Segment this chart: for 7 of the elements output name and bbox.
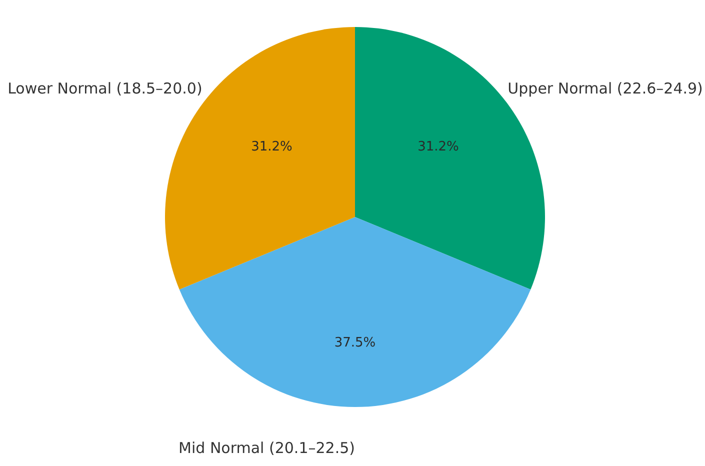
data-label: 31.2% [418,139,459,154]
pie-slice [179,217,531,407]
data-label: 37.5% [334,336,376,350]
slice-label: Mid Normal (20.1–22.5) [178,439,355,457]
data-label: 31.2% [251,139,292,154]
slice-label: Upper Normal (22.6–24.9) [508,80,703,98]
slice-label: Lower Normal (18.5–20.0) [8,80,202,98]
